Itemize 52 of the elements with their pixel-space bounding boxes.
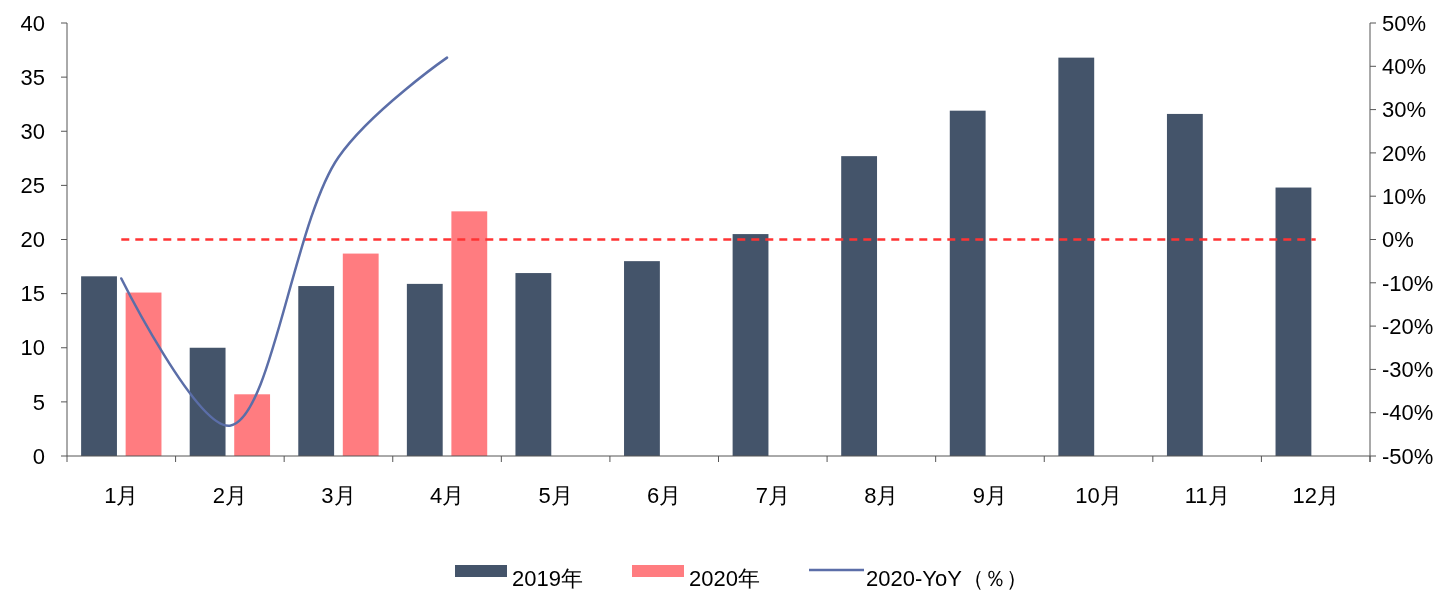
y-tick-label: 15 xyxy=(20,281,45,307)
y2-tick-label: 0% xyxy=(1382,227,1414,253)
y2-tick-label: 30% xyxy=(1382,97,1427,123)
x-tick-label: 4月 xyxy=(429,483,465,508)
y-tick-label: 35 xyxy=(20,64,45,90)
bar xyxy=(624,261,660,456)
legend-label: 2020年 xyxy=(689,566,760,591)
x-tick-label: 1月 xyxy=(104,483,139,508)
x-tick-label: 7月 xyxy=(755,483,790,508)
bar xyxy=(406,283,443,456)
y2-tick-label: -20% xyxy=(1382,313,1434,339)
y2-tick-label: -50% xyxy=(1382,443,1434,469)
bar xyxy=(515,273,552,456)
legend-label: 2019年 xyxy=(512,566,583,591)
x-tick-label: 2月 xyxy=(212,483,247,508)
y-tick-label: 0 xyxy=(32,443,45,469)
y-tick-label: 25 xyxy=(20,173,45,199)
bar xyxy=(189,347,226,456)
bar xyxy=(841,156,878,456)
bar xyxy=(451,211,488,456)
bar xyxy=(298,286,335,456)
x-tick-label: 11月 xyxy=(1184,483,1230,508)
y2-tick-label: 20% xyxy=(1382,140,1427,166)
y2-tick-label: -30% xyxy=(1382,357,1434,383)
line-series xyxy=(120,56,449,427)
bar xyxy=(1058,57,1095,456)
x-tick-label: 12月 xyxy=(1292,483,1339,508)
y2-tick-label: 50% xyxy=(1382,10,1427,36)
bar xyxy=(1275,187,1312,456)
x-tick-label: 9月 xyxy=(972,483,1008,508)
x-tick-label: 10月 xyxy=(1075,483,1122,508)
y-tick-label: 30 xyxy=(20,118,45,144)
bar xyxy=(81,276,117,456)
y-tick-label: 40 xyxy=(20,10,45,36)
y2-tick-label: -10% xyxy=(1382,270,1434,296)
y-tick-label: 20 xyxy=(20,227,45,253)
x-tick-label: 6月 xyxy=(647,483,682,508)
x-tick-label: 8月 xyxy=(864,483,899,508)
y2-tick-label: -40% xyxy=(1382,400,1434,426)
x-tick-label: 3月 xyxy=(321,483,356,508)
bar xyxy=(949,110,986,456)
x-tick-label: 5月 xyxy=(538,483,573,508)
bar xyxy=(1166,113,1203,456)
y2-tick-label: 10% xyxy=(1382,183,1427,209)
y2-tick-label: 40% xyxy=(1382,54,1427,79)
legend-label: 2020-YoY（％） xyxy=(866,566,1028,591)
y-tick-label: 10 xyxy=(20,335,45,361)
bar xyxy=(732,234,769,456)
bar xyxy=(342,253,379,456)
bar xyxy=(234,394,271,456)
y-tick-label: 5 xyxy=(32,389,45,415)
bar xyxy=(125,292,162,456)
